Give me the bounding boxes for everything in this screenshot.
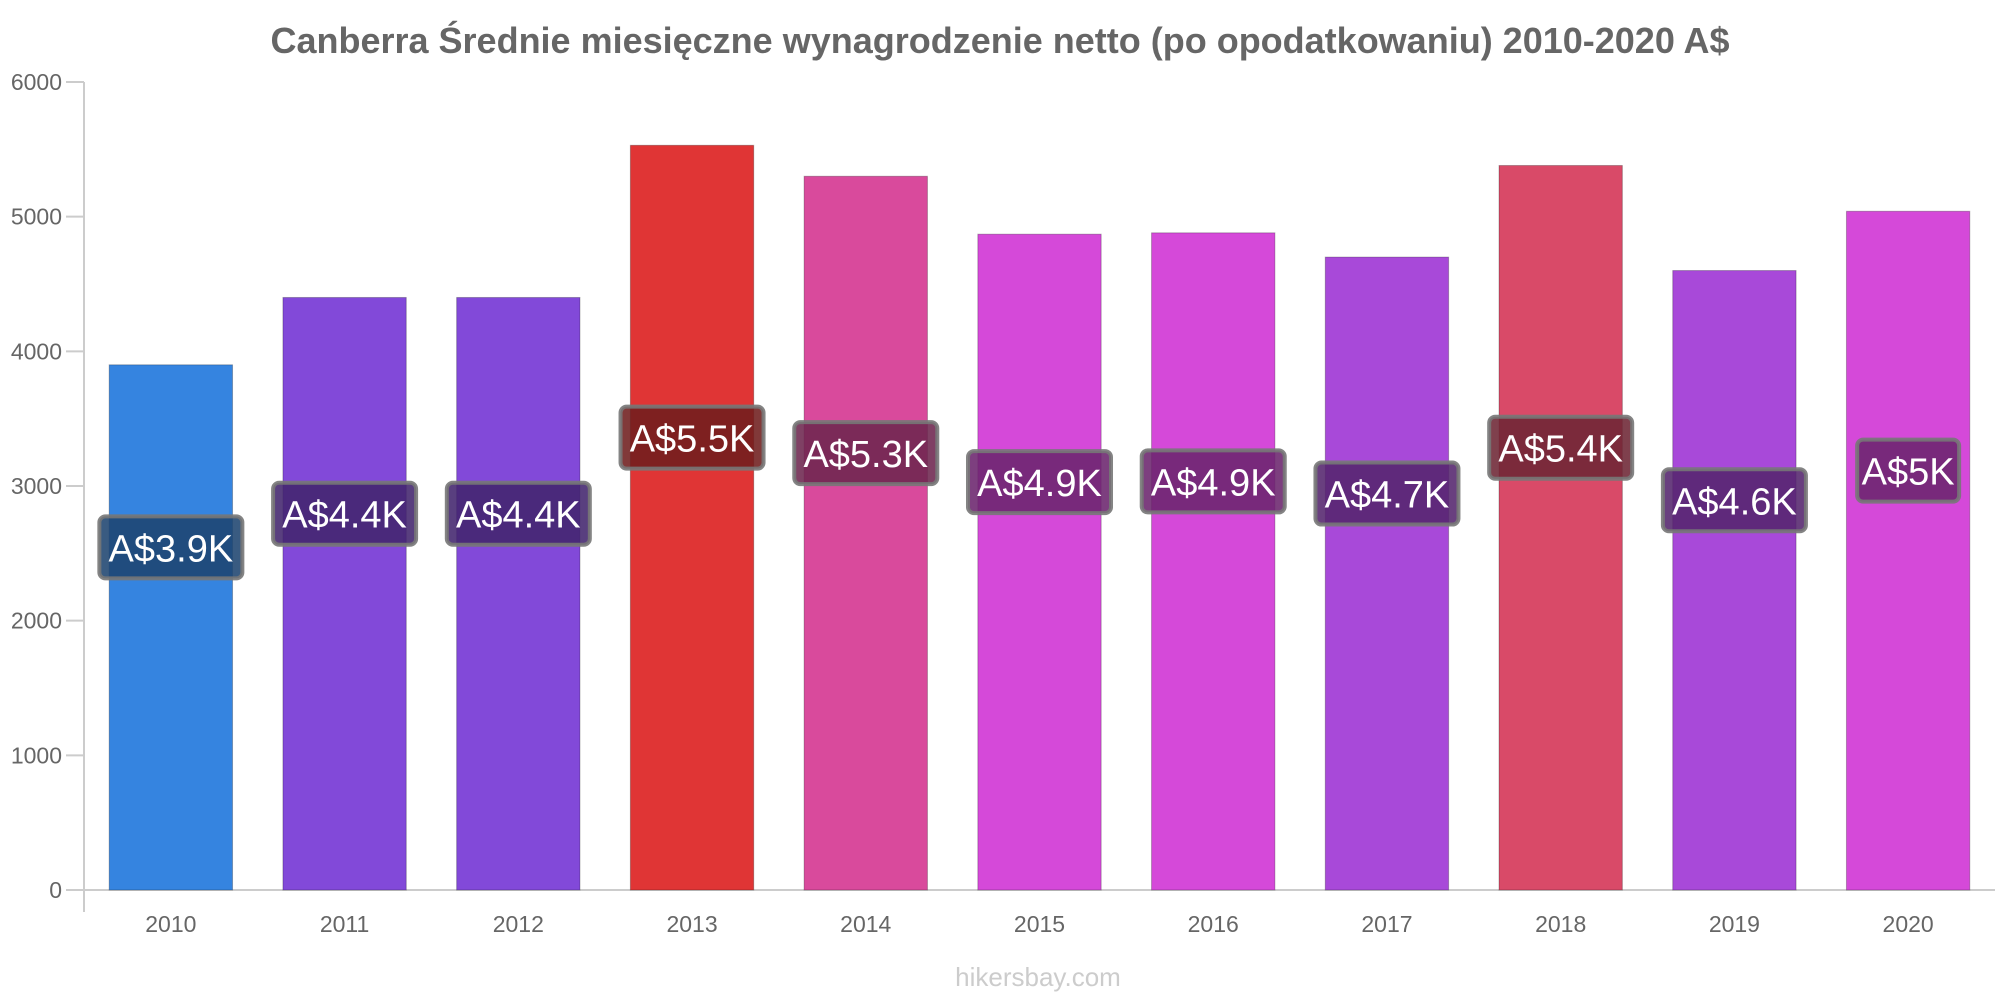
data-label: A$4.6K: [1672, 481, 1797, 523]
data-label: A$5K: [1862, 452, 1955, 494]
y-tick-label: 2000: [11, 608, 62, 634]
bar-2012: [456, 296, 581, 891]
y-tick-label: 4000: [11, 338, 62, 364]
x-tick-label: 2010: [145, 911, 196, 937]
bar-2010: [108, 364, 234, 891]
data-label: A$4.7K: [1325, 475, 1450, 517]
x-tick-label: 2017: [1361, 911, 1412, 937]
data-label: A$4.9K: [977, 463, 1102, 505]
x-axis-labels: 2010 2011 2012 2013 2014 2015 2016 2017 2018 2019…: [145, 911, 1933, 937]
x-tick-label: 2011: [320, 911, 369, 937]
data-label-box: [444, 480, 592, 547]
data-label-box: [97, 514, 245, 581]
bar-2020: [1845, 210, 1971, 891]
data-label: A$4.4K: [282, 495, 407, 537]
data-label-box: [1660, 467, 1808, 534]
bars-group: [108, 144, 1971, 891]
data-label-box: [966, 449, 1113, 516]
data-label: A$4.4K: [456, 495, 581, 537]
data-label-box: [1139, 448, 1287, 515]
x-tick-label: 2012: [493, 911, 544, 937]
x-tick-label: 2015: [1014, 911, 1065, 937]
data-label-box: [1855, 437, 1962, 504]
bar-2016: [1151, 232, 1276, 891]
data-label-box: [271, 480, 419, 547]
bar-2013: [629, 144, 755, 891]
data-label: A$5.5K: [630, 419, 755, 461]
data-labels-group: A$3.9K A$4.4K A$4.4K A$5.5K A$5.3K A$4.9K A$4.…: [97, 404, 1962, 581]
y-tick-label: 3000: [11, 473, 62, 499]
y-tick-label: 5000: [11, 204, 62, 230]
data-label: A$5.3K: [803, 434, 928, 476]
x-tick-label: 2020: [1883, 911, 1934, 937]
bar-2011: [282, 296, 407, 891]
bar-2014: [803, 175, 928, 891]
x-tick-label: 2013: [666, 911, 717, 937]
x-tick-label: 2014: [840, 911, 891, 937]
y-tick-label: 0: [49, 877, 62, 903]
watermark: hikersbay.com: [955, 962, 1121, 992]
data-label: A$3.9K: [109, 528, 234, 570]
bar-2015: [977, 233, 1102, 891]
data-label-box: [618, 404, 766, 471]
data-label: A$4.9K: [1151, 462, 1276, 504]
x-tick-label: 2016: [1188, 911, 1239, 937]
y-tick-label: 1000: [11, 742, 62, 768]
data-label-box: [1487, 414, 1635, 481]
bar-2019: [1672, 270, 1797, 891]
y-axis-ticks: 0 1000 2000 3000 4000 5000 6000: [11, 69, 84, 903]
y-tick-label: 6000: [11, 69, 62, 95]
x-tick-label: 2018: [1535, 911, 1586, 937]
x-tick-label: 2019: [1709, 911, 1760, 937]
data-label: A$5.4K: [1498, 429, 1623, 471]
bar-2017: [1324, 256, 1450, 891]
data-label-box: [1313, 460, 1461, 527]
chart-title: Canberra Średnie miesięczne wynagrodzeni…: [270, 19, 1729, 61]
data-label-box: [792, 420, 940, 487]
bar-2018: [1498, 164, 1623, 891]
